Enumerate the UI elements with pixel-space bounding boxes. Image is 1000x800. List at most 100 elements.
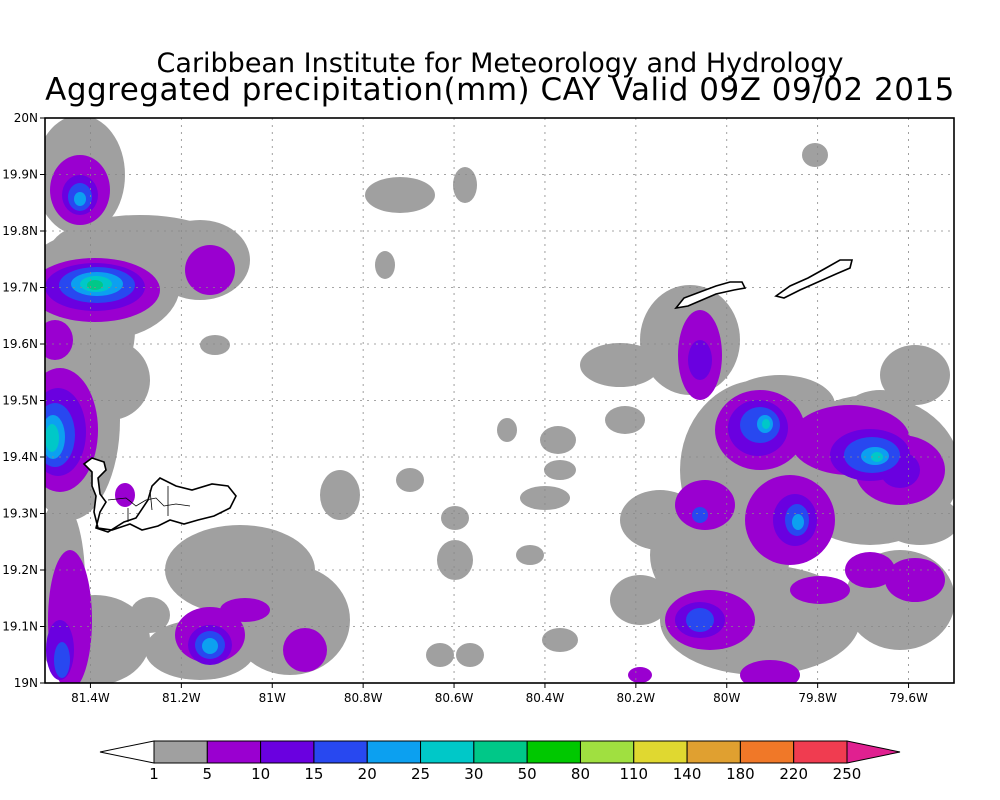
precip-area	[802, 143, 828, 167]
precip-area	[200, 335, 230, 355]
little-cayman-island	[674, 281, 747, 310]
precip-area	[790, 576, 850, 604]
colorbar-label: 5	[203, 765, 213, 783]
colorbar-box	[579, 740, 635, 764]
colorbar-label: 25	[411, 765, 430, 783]
colorbar	[99, 740, 901, 764]
colorbar-box	[206, 740, 262, 764]
precip-area	[375, 251, 395, 279]
colorbar-box	[739, 740, 795, 764]
lon-tick-label: 79.6W	[889, 691, 928, 705]
lat-tick-label: 19.6N	[2, 337, 38, 351]
colorbar-box	[633, 740, 688, 764]
lon-tick-label: 79.8W	[798, 691, 837, 705]
precip-area	[610, 575, 670, 625]
precip-area	[365, 177, 435, 213]
cayman-brac-island	[774, 259, 854, 299]
lon-tick-label: 80.8W	[344, 691, 383, 705]
precip-area	[885, 558, 945, 602]
colorbar-label: 110	[619, 765, 648, 783]
precip-area	[580, 343, 660, 387]
lat-tick-label: 19.1N	[2, 620, 38, 634]
colorbar-label: 140	[673, 765, 702, 783]
precip-area	[542, 628, 578, 652]
lon-tick-label: 80.2W	[617, 691, 656, 705]
precip-area	[320, 470, 360, 520]
precip-area	[45, 320, 73, 360]
lat-tick-label: 19N	[14, 676, 38, 690]
colorbar-box	[420, 740, 475, 764]
precip-area	[762, 419, 770, 429]
lat-tick-label: 19.4N	[2, 450, 38, 464]
colorbar-label: 180	[726, 765, 755, 783]
colorbar-label: 10	[251, 765, 270, 783]
precip-area	[202, 638, 218, 654]
precip-area	[792, 514, 804, 530]
colorbar-under-triangle	[99, 740, 155, 764]
precip-area	[441, 506, 469, 530]
lon-tick-label: 81W	[259, 691, 286, 705]
precip-area	[686, 608, 714, 632]
grand-cayman-island	[82, 457, 237, 533]
lat-tick-label: 19.3N	[2, 507, 38, 521]
lat-tick-label: 19.8N	[2, 224, 38, 238]
precip-area	[437, 540, 473, 580]
precip-layer-30mm	[87, 280, 103, 290]
precip-area	[283, 628, 327, 672]
precip-area	[740, 660, 800, 683]
lat-tick-label: 19.7N	[2, 281, 38, 295]
chart-title-line2: Aggregated precipitation(mm) CAY Valid 0…	[45, 72, 955, 108]
colorbar-box	[526, 740, 581, 764]
colorbar-label: 1	[149, 765, 159, 783]
precip-area	[45, 424, 59, 452]
lon-tick-label: 80W	[713, 691, 740, 705]
precip-area	[220, 598, 270, 622]
colorbar-box	[473, 740, 528, 764]
longitude-labels: 81.4W 81.2W 81W 80.8W 80.6W 80.4W 80.2W 80W 79.8…	[71, 683, 928, 705]
precip-area	[871, 452, 883, 462]
lon-tick-label: 81.4W	[71, 691, 110, 705]
precip-area	[540, 426, 576, 454]
precip-area	[115, 483, 135, 507]
chart-title-line1: Caribbean Institute for Meteorology and …	[156, 48, 844, 79]
colorbar-label: 15	[304, 765, 323, 783]
precip-area	[74, 192, 86, 206]
colorbar-label: 80	[571, 765, 590, 783]
precip-area	[130, 597, 170, 633]
colorbar-over-triangle	[846, 740, 901, 764]
precip-area	[456, 643, 484, 667]
precip-area	[544, 460, 576, 480]
precip-layer-25mm	[45, 276, 883, 462]
lon-tick-label: 80.6W	[435, 691, 474, 705]
precip-area	[185, 245, 235, 295]
lat-tick-label: 19.5N	[2, 394, 38, 408]
precip-area	[605, 406, 645, 434]
colorbar-box	[793, 740, 848, 764]
latitude-labels: 20N 19.9N 19.8N 19.7N 19.6N 19.5N 19.4N 19.3N 19…	[2, 111, 45, 690]
precip-area	[516, 545, 544, 565]
colorbar-label: 220	[779, 765, 808, 783]
lon-tick-label: 80.4W	[526, 691, 565, 705]
colorbar-label: 50	[518, 765, 537, 783]
colorbar-label: 20	[358, 765, 377, 783]
colorbar-labels: 1 5 10 15 20 25 30 50 80 110 140 180 220 250	[149, 765, 861, 783]
colorbar-label: 250	[833, 765, 862, 783]
colorbar-box	[366, 740, 422, 764]
precip-area	[880, 345, 950, 405]
precip-area	[628, 667, 652, 683]
lat-tick-label: 19.9N	[2, 168, 38, 182]
colorbar-label: 30	[464, 765, 483, 783]
lon-tick-label: 81.2W	[162, 691, 201, 705]
precip-area	[692, 507, 708, 523]
precip-area	[87, 280, 103, 290]
precipitation-field	[45, 118, 954, 683]
lat-tick-label: 19.2N	[2, 563, 38, 577]
precip-area	[688, 340, 712, 380]
precip-area	[497, 418, 517, 442]
precip-area	[880, 495, 954, 545]
precip-area	[426, 643, 454, 667]
colorbar-box	[260, 740, 315, 764]
colorbar-box	[153, 740, 208, 764]
colorbar-box	[313, 740, 368, 764]
